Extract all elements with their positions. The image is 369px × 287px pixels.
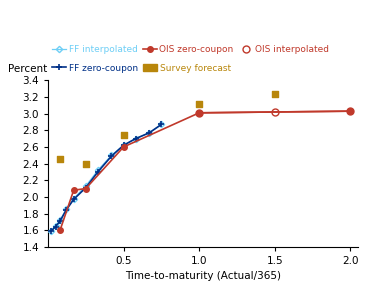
Point — [57, 157, 63, 162]
Point — [121, 133, 127, 137]
Point — [196, 101, 202, 106]
X-axis label: Time-to-maturity (Actual/365): Time-to-maturity (Actual/365) — [125, 272, 281, 281]
Point — [83, 161, 89, 166]
Legend: FF zero-coupon, Survey forecast: FF zero-coupon, Survey forecast — [52, 63, 231, 73]
Text: Percent: Percent — [8, 64, 47, 74]
Point — [272, 91, 278, 96]
